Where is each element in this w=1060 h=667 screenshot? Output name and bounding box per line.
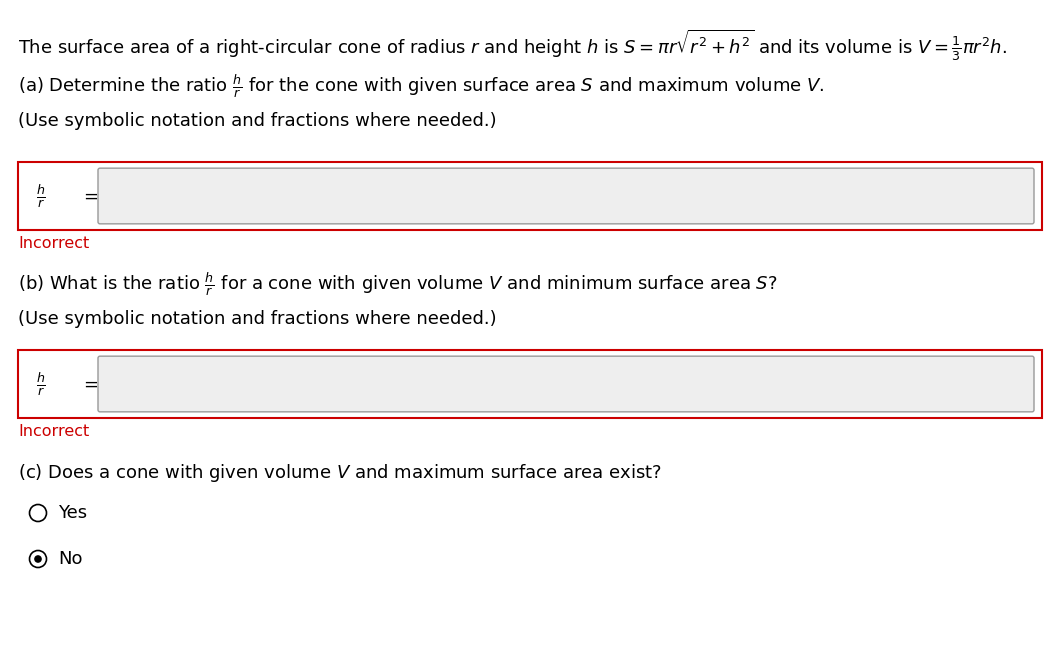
Text: Incorrect: Incorrect [18,424,89,439]
Text: (Use symbolic notation and fractions where needed.): (Use symbolic notation and fractions whe… [18,310,497,328]
Circle shape [34,555,41,563]
Text: $\frac{h}{r}$: $\frac{h}{r}$ [36,370,46,398]
Text: $=$: $=$ [80,187,99,205]
Text: Incorrect: Incorrect [18,236,89,251]
Circle shape [30,504,47,522]
Text: $\frac{h}{r}$: $\frac{h}{r}$ [36,182,46,209]
FancyBboxPatch shape [98,356,1034,412]
Text: Yes: Yes [58,504,87,522]
Bar [18,350,1042,418]
Text: $=$: $=$ [80,375,99,393]
FancyBboxPatch shape [98,168,1034,224]
Text: (a) Determine the ratio $\frac{h}{r}$ for the cone with given surface area $S$ a: (a) Determine the ratio $\frac{h}{r}$ fo… [18,72,825,99]
Bar [18,162,1042,230]
Text: (Use symbolic notation and fractions where needed.): (Use symbolic notation and fractions whe… [18,112,497,130]
Text: (c) Does a cone with given volume $V$ and maximum surface area exist?: (c) Does a cone with given volume $V$ an… [18,462,662,484]
Text: (b) What is the ratio $\frac{h}{r}$ for a cone with given volume $V$ and minimum: (b) What is the ratio $\frac{h}{r}$ for … [18,270,778,297]
Circle shape [30,550,47,568]
Text: The surface area of a right-circular cone of radius $r$ and height $h$ is $S = \: The surface area of a right-circular con… [18,28,1007,63]
Text: No: No [58,550,83,568]
